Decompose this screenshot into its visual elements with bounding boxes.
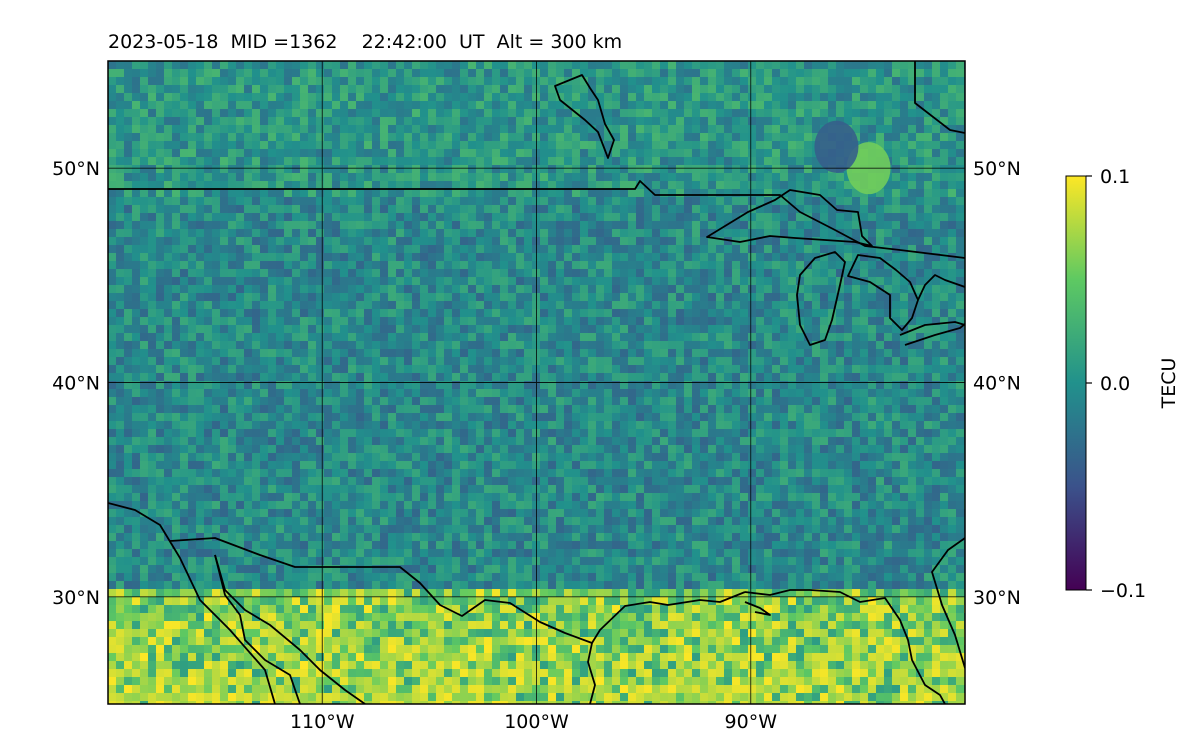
colorbar-ticks: 0.1 0.0 −0.1 xyxy=(1086,166,1146,602)
lon-tick-label: 100°W xyxy=(504,711,569,733)
lake-ontario-outline xyxy=(904,323,965,346)
coastlines-and-borders xyxy=(108,61,965,704)
latitude-tick-labels: 50°N 50°N 40°N 40°N 30°N 30°N xyxy=(52,158,1021,609)
gulf-coast-lakes xyxy=(744,601,771,616)
lat-tick-label-right: 40°N xyxy=(973,373,1021,395)
sonora-coast xyxy=(214,554,301,704)
gridlines xyxy=(108,61,965,704)
florida-coast xyxy=(931,537,965,669)
california-coast xyxy=(108,502,276,704)
lake-huron-outline xyxy=(847,254,919,331)
lake-michigan-outline xyxy=(796,251,846,346)
lake-winnipeg-outline xyxy=(554,74,615,159)
lat-tick-label-right: 50°N xyxy=(973,158,1021,180)
us-canada-border xyxy=(108,180,965,259)
lat-tick-label-right: 30°N xyxy=(973,587,1021,609)
lake-erie-outline xyxy=(899,321,965,336)
lat-tick-label-left: 50°N xyxy=(52,158,100,180)
colorbar-tick-label: −0.1 xyxy=(1100,580,1146,602)
gulf-of-california-coast xyxy=(214,554,366,704)
hudson-bay-coast xyxy=(914,61,965,134)
colorbar-label: TECU xyxy=(1158,358,1180,410)
anomaly-2 xyxy=(814,120,859,173)
colorbar-tick-label: 0.1 xyxy=(1100,166,1130,188)
gulf-coast xyxy=(587,642,596,704)
map-frame xyxy=(107,60,966,705)
colorbar: 0.1 0.0 −0.1 TECU xyxy=(1065,166,1180,602)
gulf-coast-north xyxy=(744,589,946,704)
lake-superior-outline xyxy=(706,189,873,247)
map-panel xyxy=(107,60,966,705)
colorbar-gradient xyxy=(1065,175,1087,591)
lat-tick-label-left: 40°N xyxy=(52,373,100,395)
us-mexico-border xyxy=(169,537,746,644)
colorbar-tick-label: 0.0 xyxy=(1100,373,1130,395)
lat-tick-label-left: 30°N xyxy=(52,587,100,609)
east-lakes-coast xyxy=(917,274,965,301)
lon-tick-label: 110°W xyxy=(290,711,355,733)
longitude-tick-labels: 110°W 100°W 90°W xyxy=(290,711,777,733)
map-title: 2023-05-18 MID =1362 22:42:00 UT Alt = 3… xyxy=(108,31,622,53)
lon-tick-label: 90°W xyxy=(725,711,778,733)
